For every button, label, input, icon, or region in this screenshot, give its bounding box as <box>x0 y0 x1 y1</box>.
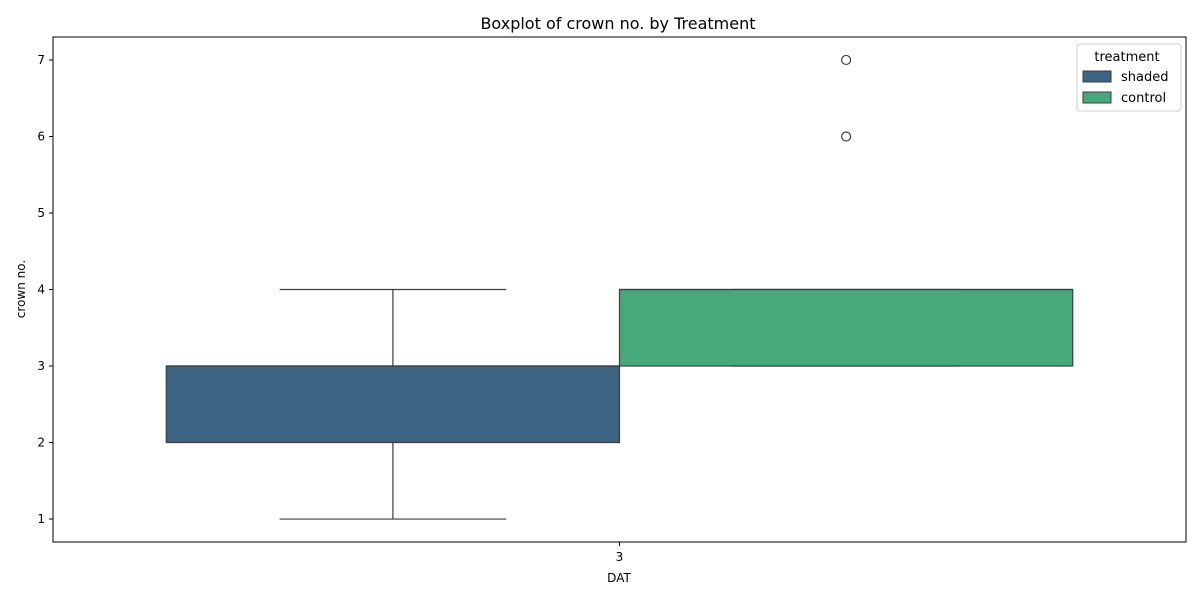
x-axis: 3 <box>616 542 624 564</box>
outlier-point <box>840 131 852 142</box>
y-tick-label: 7 <box>37 53 45 67</box>
y-tick-label: 4 <box>37 283 45 297</box>
y-tick-label: 1 <box>37 512 45 526</box>
y-tick-label: 3 <box>37 359 45 373</box>
chart-title: Boxplot of crown no. by Treatment <box>480 14 755 33</box>
legend-label-control: control <box>1121 91 1166 106</box>
box-body <box>618 288 1074 367</box>
legend-swatch-shaded <box>1082 70 1112 83</box>
y-axis: 1 2 3 4 5 6 7 <box>37 53 53 526</box>
box-body <box>165 365 621 444</box>
y-axis-label: crown no. <box>14 260 28 318</box>
box-shaded <box>165 288 621 520</box>
x-axis-label: DAT <box>607 571 631 585</box>
legend-entries: shaded control <box>1082 70 1168 106</box>
y-tick-label: 6 <box>37 129 45 143</box>
plot-area <box>165 54 1074 520</box>
legend-title: treatment <box>1094 50 1159 65</box>
legend-label-shaded: shaded <box>1121 70 1168 85</box>
x-tick-label: 3 <box>616 550 624 564</box>
outlier-point <box>840 54 852 66</box>
y-tick-label: 2 <box>37 436 45 450</box>
y-tick-label: 5 <box>37 206 45 220</box>
legend: treatment shaded control <box>1076 43 1182 112</box>
box-control <box>618 54 1074 367</box>
legend-swatch-control <box>1082 91 1112 104</box>
